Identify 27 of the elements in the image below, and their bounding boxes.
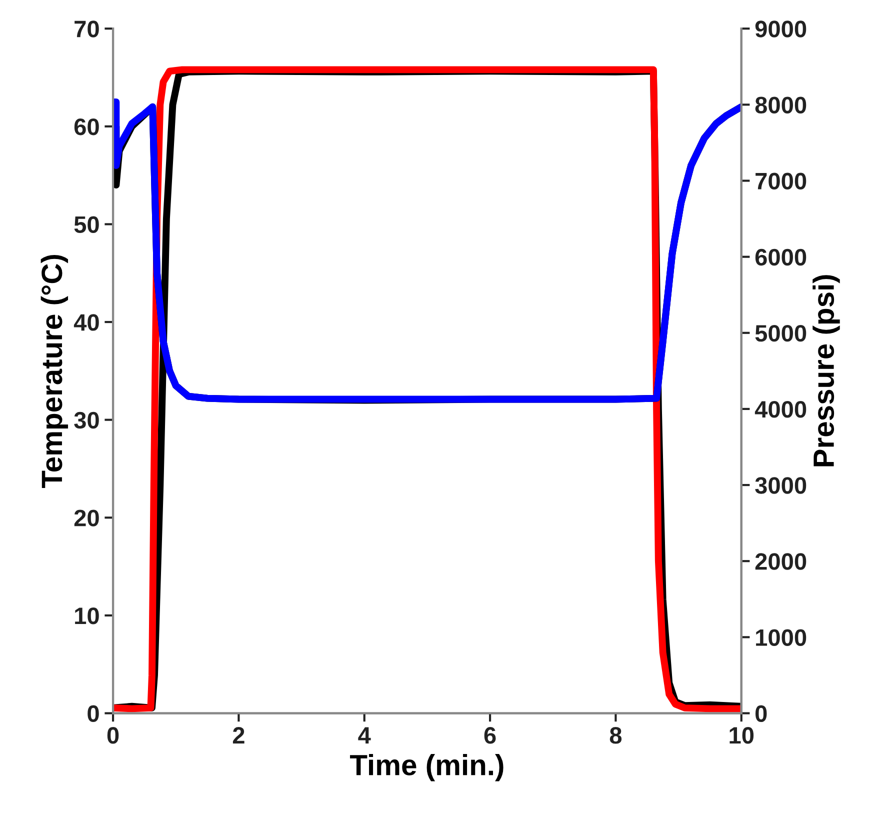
y-tick-label: 40 xyxy=(74,314,99,331)
y2-axis-title: Pressure (psi) xyxy=(812,275,840,466)
x-tick-label: 6 xyxy=(484,727,496,744)
y2-tick-label: 3000 xyxy=(755,477,806,494)
y2-tick-label: 4000 xyxy=(754,401,806,418)
y2-tick-label: 5000 xyxy=(755,324,806,342)
y2-tick-label: 2000 xyxy=(755,553,806,570)
y-tick-label: 60 xyxy=(74,118,99,136)
y2-tick-label: 7000 xyxy=(756,172,806,190)
y-axis-title: Temperature (°C) xyxy=(40,254,68,488)
y2-tick-label: 8000 xyxy=(755,96,806,114)
y-tick-label: 70 xyxy=(74,20,99,38)
x-tick-label: 2 xyxy=(232,727,244,744)
y-tick-label: 0 xyxy=(88,705,99,722)
y-tick-label: 10 xyxy=(75,608,99,624)
x-tick-label: 0 xyxy=(107,727,119,744)
y-tick-label: 30 xyxy=(74,412,99,429)
x-tick-label: 4 xyxy=(358,727,371,744)
x-tick-label: 10 xyxy=(730,727,754,744)
y2-tick-label: 9000 xyxy=(755,20,806,38)
y-tick-label: 50 xyxy=(74,216,99,233)
y-tick-label: 20 xyxy=(74,510,99,526)
y2-tick-label: 0 xyxy=(756,705,767,722)
x-tick-label: 8 xyxy=(610,727,622,744)
y2-tick-label: 6000 xyxy=(755,248,806,266)
x-axis-title: Time (min.) xyxy=(350,754,504,782)
y2-tick-label: 1000 xyxy=(756,629,806,646)
